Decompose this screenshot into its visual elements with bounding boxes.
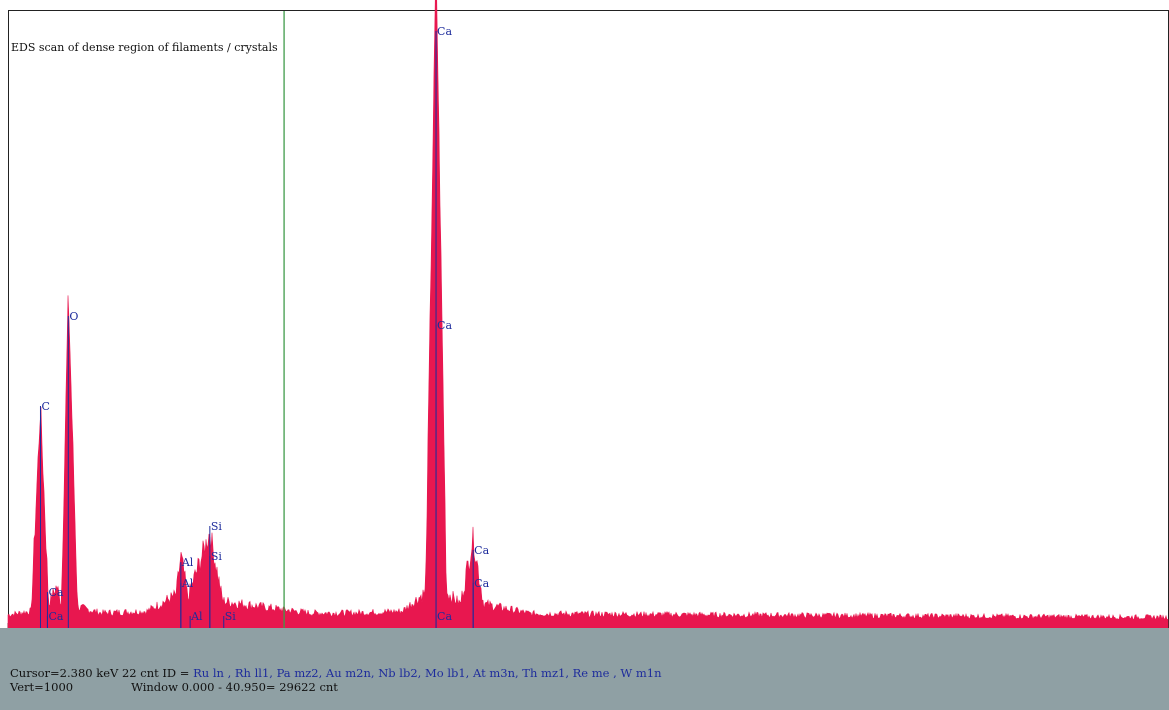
peak-label: Al	[190, 610, 203, 623]
peak-label: Ca	[437, 25, 452, 38]
peak-label: Ca	[474, 544, 489, 557]
spectrum-series	[7, 0, 1169, 629]
chart-title: EDS scan of dense region of filaments / …	[11, 41, 278, 54]
peak-label: Si	[225, 610, 237, 623]
cursor-readout: Cursor=2.380 keV 22 cnt ID =	[10, 666, 194, 680]
peak-label: Al	[181, 556, 194, 569]
peak-label: Si	[211, 550, 223, 563]
peak-label: Ca	[474, 577, 489, 590]
id-list: Ru ln , Rh ll1, Pa mz2, Au m2n, Nb lb2, …	[193, 666, 662, 680]
spectrum-trace	[7, 0, 1169, 629]
status-window-line: Vert=1000 Window 0.000 - 40.950= 29622 cn…	[10, 680, 338, 694]
plot-frame	[8, 10, 1169, 629]
vert-readout: Vert=1000	[10, 680, 74, 694]
status-bar: Cursor=2.380 keV 22 cnt ID = Ru ln , Rh …	[0, 628, 1169, 710]
peak-label: Ca	[437, 319, 452, 332]
peak-label: Ca	[437, 610, 452, 623]
peak-label: O	[69, 310, 78, 323]
peak-label: Si	[211, 520, 223, 533]
status-cursor-line: Cursor=2.380 keV 22 cnt ID = Ru ln , Rh …	[10, 666, 662, 680]
peak-labels: C O Ca Ca Al Al Al Si Si Si Ca Ca Ca Ca Ca	[39, 25, 490, 628]
peak-label: Ca	[48, 586, 63, 599]
window-readout: Window 0.000 - 40.950= 29622 cnt	[131, 680, 338, 694]
peak-label: C	[41, 400, 49, 413]
peak-label: Al	[181, 577, 194, 590]
peak-label: Ca	[48, 610, 63, 623]
